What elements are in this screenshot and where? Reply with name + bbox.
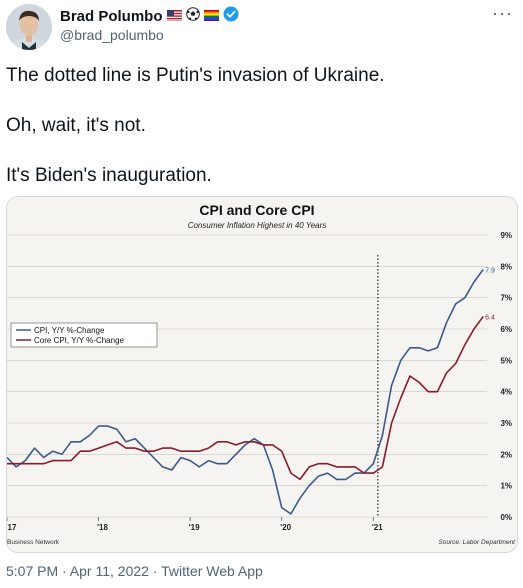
y-tick-label: 1% (500, 482, 512, 491)
chart-source: Source: Labor Department (438, 539, 516, 546)
x-tick-label: '21 (372, 523, 383, 532)
series-end-label: 6.4 (485, 314, 495, 321)
chart-legend: CPI, Y/Y %-Change Core CPI, Y/Y %-Change (10, 322, 158, 348)
tweet-media-chart[interactable]: 0% 1% 2% 3% 4% 5% 6% 7% 8% 9% '17 '18 '19 '20 '21 7.9… (6, 196, 518, 553)
y-tick-label: 7% (500, 294, 512, 303)
soccer-ball-emoji (185, 7, 200, 26)
y-tick-label: 2% (500, 450, 512, 459)
tweet-text: The dotted line is Putin's invasion of U… (6, 64, 516, 214)
tweet-header: Brad Polumbo (0, 0, 523, 56)
x-tick-label: '19 (189, 523, 200, 532)
y-tick-label: 6% (500, 325, 512, 334)
rainbow-flag-emoji (203, 8, 219, 26)
cpi-series-line (7, 269, 484, 515)
author-handle[interactable]: @brad_polumbo (60, 27, 164, 43)
x-tick-label: '18 (97, 523, 108, 532)
y-tick-label: 0% (500, 513, 512, 522)
series-end-label: 7.9 (485, 267, 495, 274)
author-display-name[interactable]: Brad Polumbo (60, 8, 163, 25)
avatar[interactable] (6, 4, 52, 50)
core-cpi-series-line (7, 316, 484, 481)
legend-entry: CPI, Y/Y %-Change (34, 326, 105, 335)
y-tick-label: 3% (500, 419, 512, 428)
chart-title: CPI and Core CPI (199, 202, 314, 218)
cpi-chart: 0% 1% 2% 3% 4% 5% 6% 7% 8% 9% '17 '18 '19 '20 '21 7.9… (7, 197, 517, 552)
y-tick-label: 4% (500, 388, 512, 397)
tweet-line: It's Biden's inauguration. (6, 165, 212, 186)
x-tick-label: '20 (280, 523, 291, 532)
us-flag-emoji (166, 8, 182, 26)
more-options-icon[interactable]: ··· (492, 3, 513, 23)
y-tick-label: 5% (500, 356, 512, 365)
tweet-line: The dotted line is Putin's invasion of U… (6, 65, 385, 86)
tweet-timestamp[interactable]: 5:07 PM · Apr 11, 2022 · Twitter Web App (6, 563, 263, 579)
verified-badge-icon (223, 6, 239, 27)
y-tick-label: 8% (500, 262, 512, 271)
tweet-line: Oh, wait, it's not. (6, 115, 146, 136)
chart-subtitle: Consumer Inflation Highest in 40 Years (188, 221, 327, 230)
x-tick-label: '17 (7, 523, 17, 532)
legend-entry: Core CPI, Y/Y %-Change (34, 336, 125, 345)
chart-credit: Business Network (7, 539, 60, 546)
y-tick-label: 9% (500, 231, 512, 240)
